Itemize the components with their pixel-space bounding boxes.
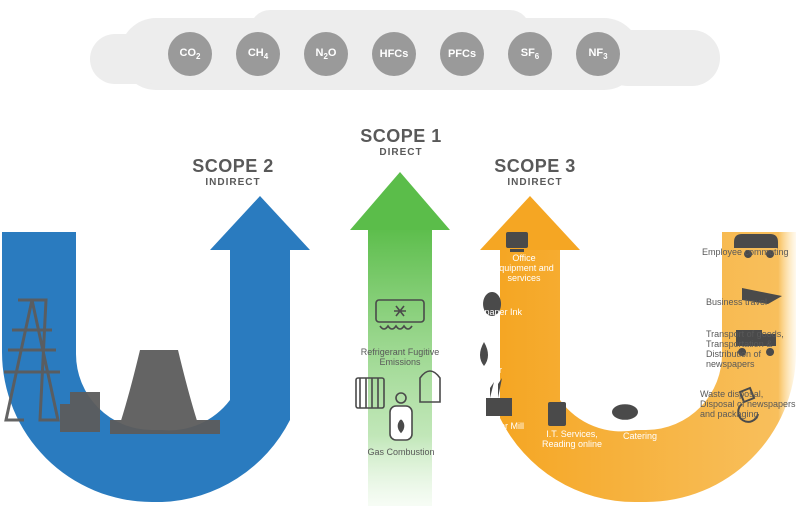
scope1-icons — [356, 300, 440, 440]
scope3-label-ink: Newspaper Ink — [452, 308, 522, 318]
gas-n2o: N2O — [304, 32, 348, 76]
ghg-scopes-diagram: { "canvas": { "width": 800, "height": 50… — [0, 0, 800, 507]
scope2-center-text: Purchased Electricity For Own Use — [72, 262, 222, 323]
scope3-label-biztravel: Business travel — [706, 298, 796, 308]
scope3-label-papermill: Paper Mill — [476, 422, 532, 432]
scope2-arrow — [2, 196, 310, 502]
scope3-center-text: Production Of Purchased Materials — [572, 262, 732, 320]
scope3-title: SCOPE 3 INDIRECT — [480, 156, 590, 188]
gas-nf3: NF3 — [576, 32, 620, 76]
cloud-blob — [90, 34, 170, 84]
gas-hfcs: HFCs — [372, 32, 416, 76]
scope3-label-office: Office equipment and services — [494, 254, 554, 284]
scope3-label-it: I.T. Services, Reading online — [536, 430, 608, 450]
scope3-label-water: Water — [452, 366, 502, 376]
scope3-label-commute: Employee commuting — [702, 248, 798, 258]
scope1-label-gas: Gas Combustion — [362, 448, 440, 458]
gas-sf6: SF6 — [508, 32, 552, 76]
scope3-label-catering: Catering — [612, 432, 668, 442]
scope1-label-refrigerant: Refrigerant Fugitive Emissions — [340, 348, 460, 368]
gas-co2: CO2 — [168, 32, 212, 76]
scope2-title: SCOPE 2 INDIRECT — [178, 156, 288, 188]
gas-pfcs: PFCs — [440, 32, 484, 76]
scope1-title: SCOPE 1 DIRECT — [346, 126, 456, 158]
gas-ch4: CH4 — [236, 32, 280, 76]
gas-cloud-row: CO2 CH4 N2O HFCs PFCs SF6 NF3 — [0, 18, 800, 108]
scope3-label-waste: Waste disposal, Disposal of newspapers a… — [700, 390, 798, 420]
scope3-label-transport: Transport of goods, Transportation & Dis… — [706, 330, 800, 370]
